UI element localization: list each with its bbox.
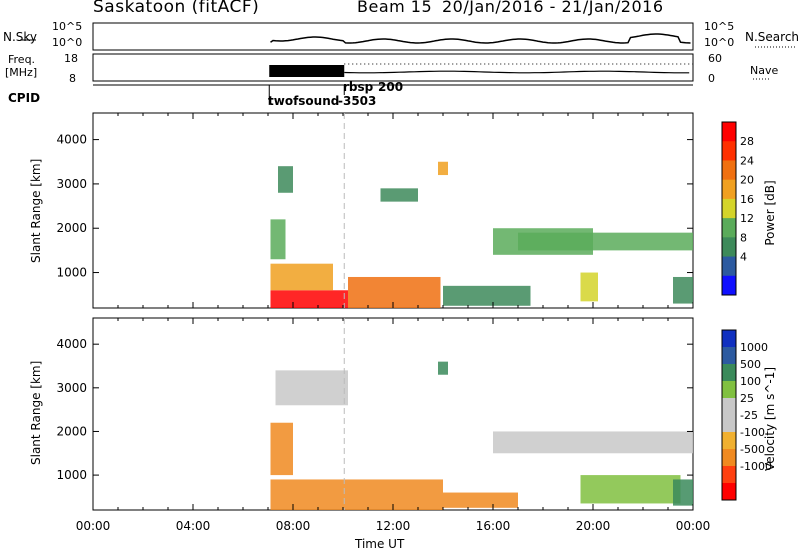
power-cbar-tick-0: 28 (740, 135, 754, 148)
velocity-cbar-seg-0 (722, 330, 736, 348)
panel-0-ytick-label-2: 3000 (56, 177, 87, 191)
freq-block (269, 65, 345, 77)
power-cbar-seg-2 (722, 160, 736, 181)
freq-label: Freq. (8, 53, 36, 66)
freq-panel (92, 53, 694, 82)
power-cbar-tick-4: 12 (740, 212, 754, 225)
panel-0-cell-0 (270, 290, 348, 308)
cpid-2-name: rbsp (343, 80, 374, 94)
panel-0-cell-6 (438, 161, 448, 176)
panel-1-ytick-label-2: 3000 (56, 381, 87, 395)
panel-0-cell-5 (380, 188, 418, 202)
velocity-cbar-seg-4 (722, 398, 736, 416)
nave-label: Nave (750, 64, 779, 77)
velocity-cbar-tick-1: 500 (740, 358, 761, 371)
panel-1-ytick-label-0: 1000 (56, 468, 87, 482)
panel-0-cell-7 (443, 285, 531, 306)
nsearch-tick-bottom: 10^0 (704, 36, 735, 49)
velocity-cbar-tick-4: -25 (740, 409, 758, 422)
xtick-label-2: 08:00 (276, 519, 311, 533)
power-cbar-seg-6 (722, 237, 736, 258)
panel-0-cell-1 (270, 263, 333, 291)
velocity-cbar-tick-3: 25 (740, 392, 754, 405)
cpid-1-name: twofsound (268, 94, 340, 108)
nsky-trace (270, 33, 691, 44)
power-cbar-tick-6: 4 (740, 251, 747, 264)
freq-tick-top: 18 (64, 52, 78, 65)
panel-0-cell-10 (580, 272, 598, 302)
nave-tick-top: 60 (708, 52, 722, 65)
power-cbar-tick-5: 8 (740, 231, 747, 244)
panel-0-ytick-label-3: 4000 (56, 133, 87, 147)
freq-unit: [MHz] (5, 66, 38, 79)
panel-1-cell-0 (270, 479, 343, 510)
velocity-cbar-seg-6 (722, 432, 736, 450)
freq-tick-bottom: 8 (69, 72, 76, 85)
panel-1-cell-7 (580, 475, 681, 504)
panel-0-ytick-label-0: 1000 (56, 266, 87, 280)
velocity-cbar-frame (721, 329, 737, 501)
panel-1-ytick-label-1: 2000 (56, 424, 87, 438)
xtick-label-6: 00:00 (676, 519, 711, 533)
panel-1-cell-1 (270, 422, 293, 476)
power-cbar-tick-3: 16 (740, 193, 754, 206)
velocity-cbar-seg-3 (722, 381, 736, 399)
cpid-2-value: 200 (378, 80, 404, 94)
panel-0-cell-9 (518, 232, 693, 251)
nave-tick-bottom: 0 (708, 72, 715, 85)
panel-0-cell-4 (348, 276, 441, 308)
velocity-cbar-seg-2 (722, 364, 736, 382)
panel-1-cell-4 (438, 361, 448, 375)
power-cbar-seg-3 (722, 179, 736, 200)
power-cbar-frame (721, 121, 737, 296)
power-cbar-seg-8 (722, 275, 736, 296)
power-cbar-seg-1 (722, 141, 736, 161)
nsky-tick-top: 10^5 (52, 20, 83, 33)
date-range: 20/Jan/2016 - 21/Jan/2016 (442, 0, 664, 16)
velocity-cbar-seg-8 (722, 466, 736, 484)
velocity-cbar-seg-7 (722, 449, 736, 467)
power-cbar-tick-2: 20 (740, 174, 754, 187)
panel-0-ytick-label-1: 2000 (56, 221, 87, 235)
nsearch-tick-top: 10^5 (704, 20, 735, 33)
velocity-cbar-seg-1 (722, 347, 736, 365)
velocity-cbar-tick-2: 100 (740, 375, 761, 388)
panel-1-ytick-label-3: 4000 (56, 337, 87, 351)
freq-trace (344, 70, 690, 74)
xtick-label-4: 16:00 (476, 519, 511, 533)
velocity-cbar-seg-9 (722, 483, 736, 501)
panel-1-cell-6 (493, 431, 693, 454)
nsky-tick-bottom: 10^0 (52, 36, 83, 49)
beam-label: Beam 15 (357, 0, 433, 16)
panel-1-cell-8 (673, 479, 693, 506)
panel-0-cell-3 (278, 166, 293, 193)
power-cbar-seg-0 (722, 122, 736, 142)
xtick-label-5: 20:00 (576, 519, 611, 533)
cpid-label: CPID (8, 91, 41, 105)
power-cbar-seg-4 (722, 198, 736, 219)
xtick-label-0: 00:00 (76, 519, 111, 533)
cpid-1-value: -3503 (338, 94, 377, 108)
nsearch-label: N.Search (745, 30, 800, 44)
power-cbar-seg-7 (722, 256, 736, 277)
velocity-cbar-tick-7: -1000 (740, 460, 772, 473)
velocity-cbar-tick-6: -500 (740, 443, 765, 456)
panel-1-cell-2 (275, 370, 348, 406)
station-title: Saskatoon (fitACF) (93, 0, 260, 17)
velocity-cbar-tick-5: -100 (740, 426, 765, 439)
panel-0-cell-11 (673, 276, 693, 304)
velocity-cbar-tick-0: 1000 (740, 341, 768, 354)
panel-1-cell-5 (443, 492, 518, 508)
xtick-label-1: 04:00 (176, 519, 211, 533)
power-cbar-seg-5 (722, 218, 736, 238)
nsky-panel (92, 22, 694, 51)
panel-0-cell-2 (270, 219, 286, 260)
xaxis-label: Time UT (355, 537, 405, 551)
xtick-label-3: 12:00 (376, 519, 411, 533)
velocity-cbar-seg-5 (722, 415, 736, 433)
power-cbar-tick-1: 24 (740, 154, 754, 167)
